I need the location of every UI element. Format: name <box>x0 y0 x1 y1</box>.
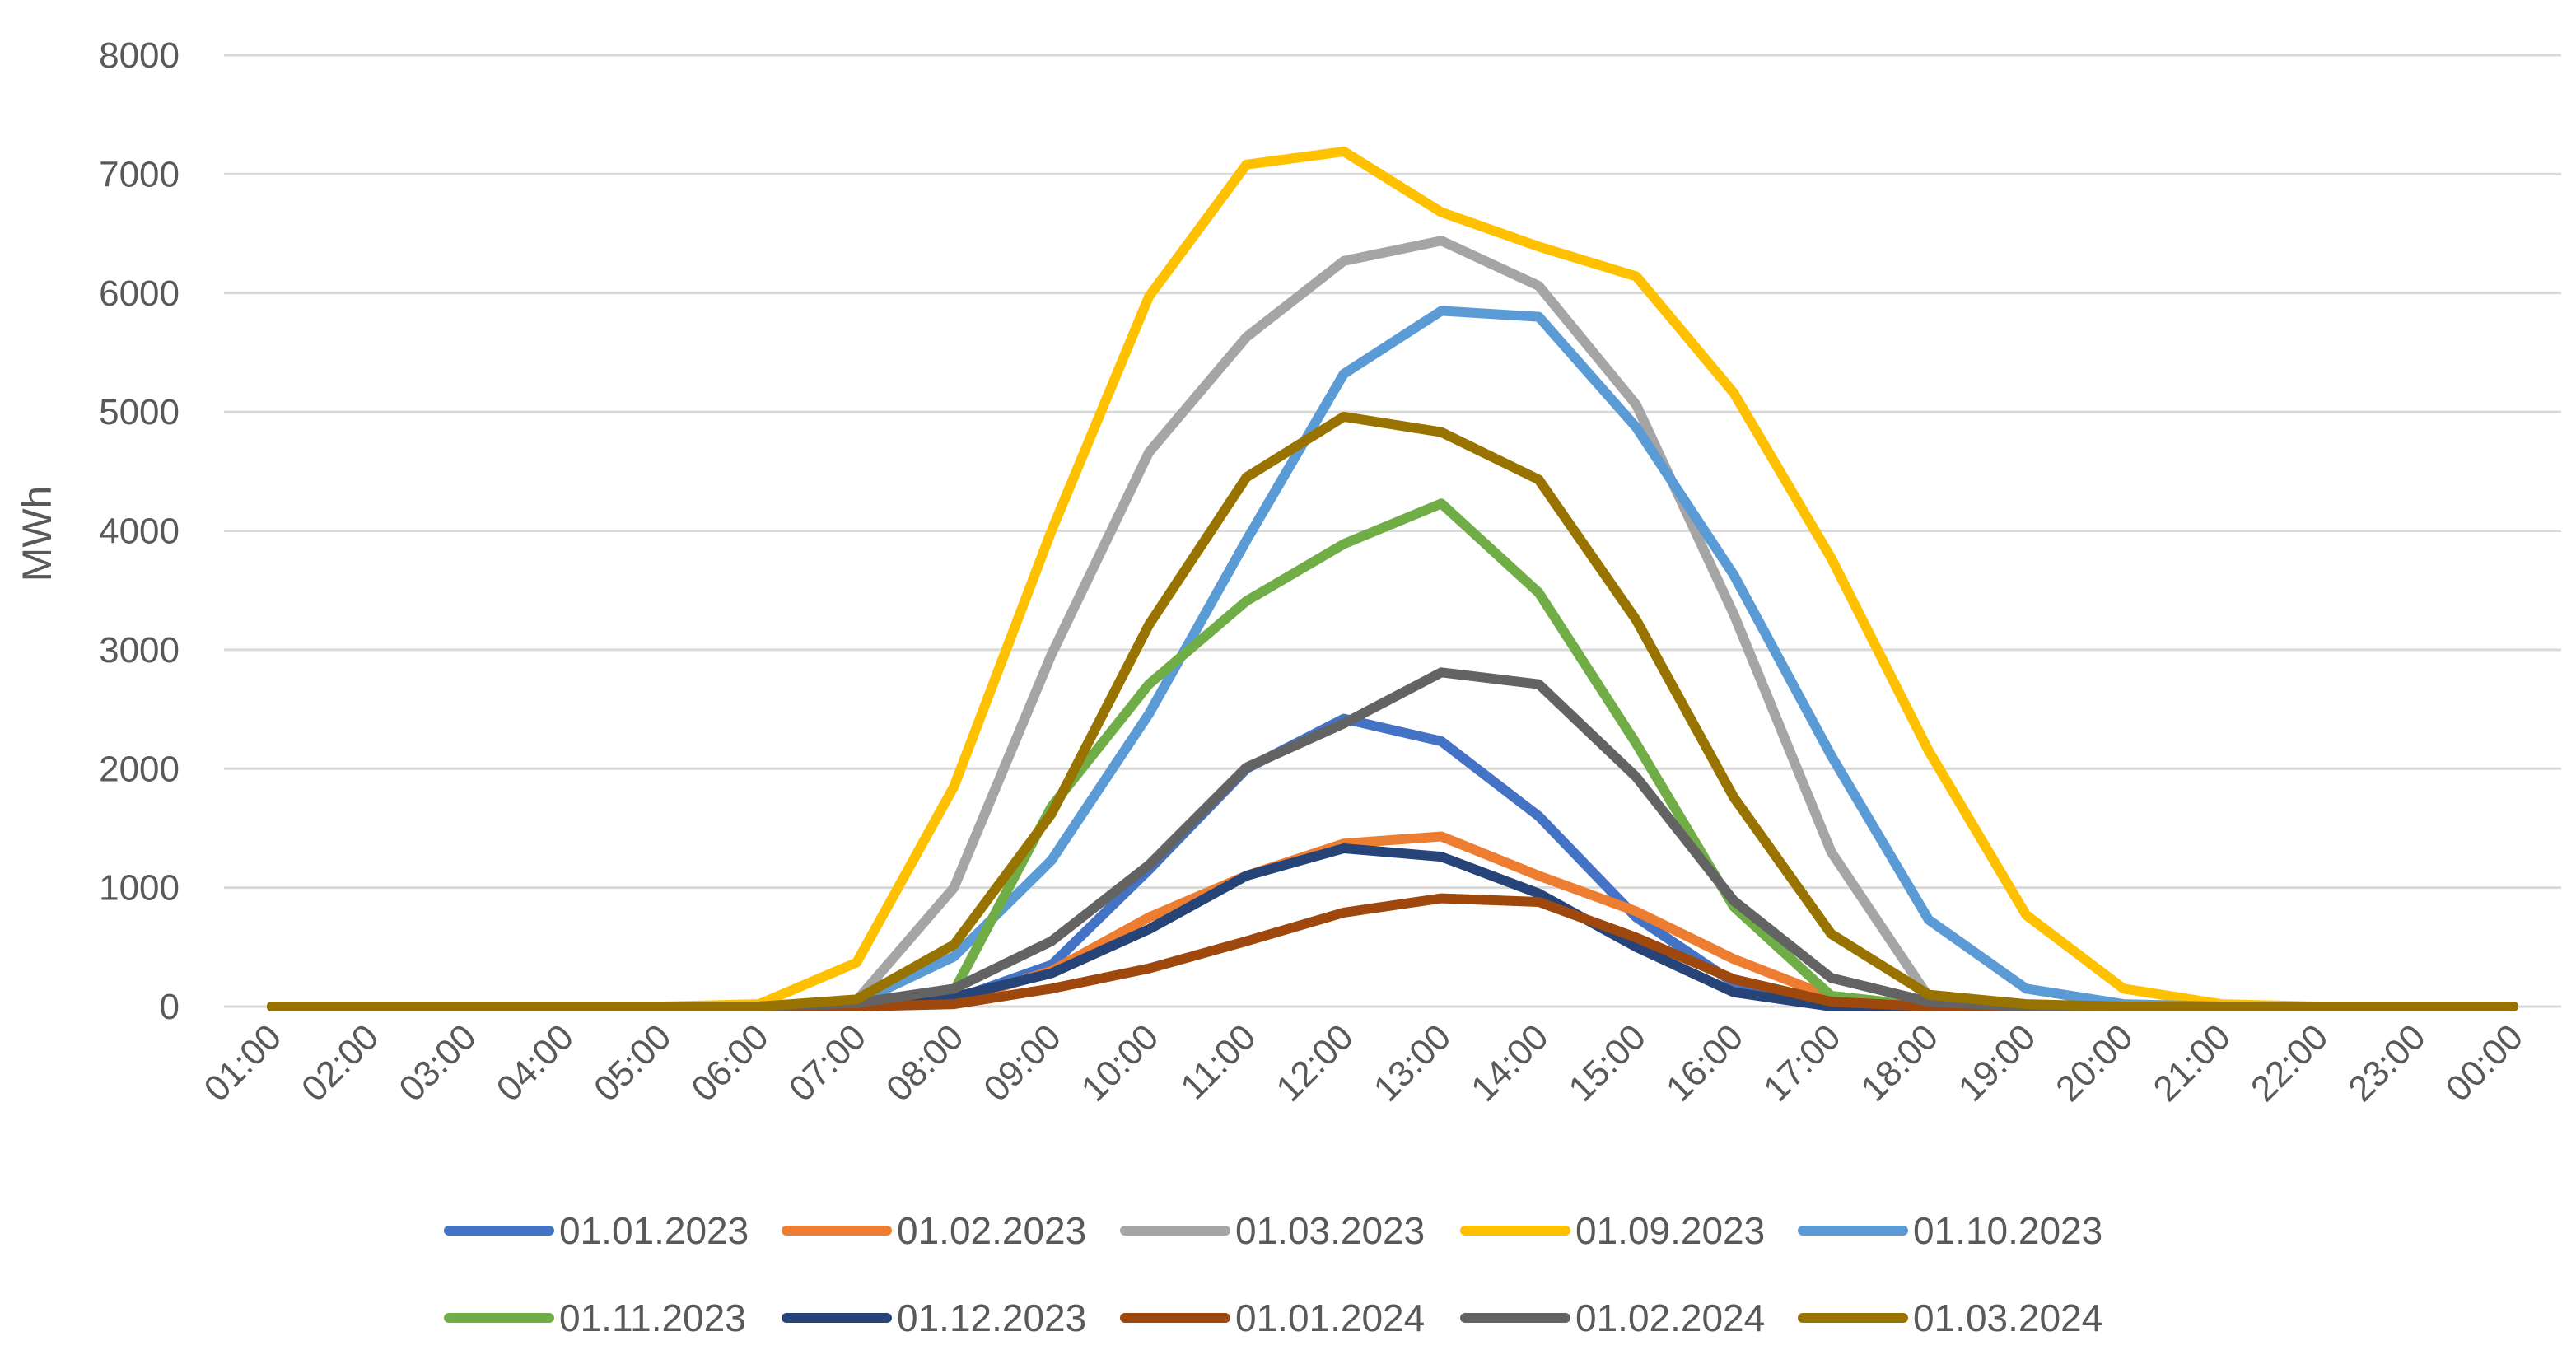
x-tick-label: 00:00 <box>2438 1016 2532 1109</box>
y-tick-label: 5000 <box>99 392 180 432</box>
legend-label: 01.10.2023 <box>1913 1209 2102 1252</box>
series-line-01.01.2024 <box>267 893 2518 1011</box>
legend-label: 01.01.2023 <box>559 1209 749 1252</box>
x-tick-label: 19:00 <box>1951 1016 2044 1109</box>
y-axis-ticks: 0 1000 2000 3000 4000 5000 6000 7000 8000 <box>99 35 180 1027</box>
x-tick-label: 16:00 <box>1659 1016 1752 1109</box>
legend: 01.01.2023 01.02.2023 01.03.2023 01.09.2023… <box>444 1209 2102 1339</box>
legend-label: 01.11.2023 <box>559 1296 746 1339</box>
x-tick-label: 11:00 <box>1173 1016 1263 1107</box>
y-axis-title: MWh <box>14 486 60 582</box>
series-line-01.12.2023 <box>267 843 2518 1011</box>
legend-label: 01.03.2024 <box>1913 1296 2102 1339</box>
x-tick-label: 07:00 <box>782 1016 875 1109</box>
legend-label: 01.02.2023 <box>897 1209 1086 1252</box>
series-line-01.11.2023 <box>267 498 2518 1011</box>
y-tick-label: 6000 <box>99 273 180 314</box>
legend-label: 01.01.2024 <box>1235 1296 1425 1339</box>
x-tick-label: 02:00 <box>294 1016 387 1109</box>
legend-label: 01.09.2023 <box>1575 1209 1765 1252</box>
x-tick-label: 13:00 <box>1366 1016 1459 1109</box>
x-tick-label: 03:00 <box>391 1016 484 1109</box>
x-tick-label: 05:00 <box>586 1016 679 1109</box>
x-tick-label: 06:00 <box>684 1016 777 1109</box>
y-tick-label: 3000 <box>99 630 180 670</box>
series-line-01.02.2023 <box>267 831 2518 1011</box>
x-axis-ticks: 01:00 02:00 03:00 04:00 05:00 06:00 07:00 08:00… <box>197 1016 2532 1109</box>
series-line-01.03.2024 <box>267 411 2518 1011</box>
x-tick-label: 17:00 <box>1756 1016 1849 1109</box>
y-tick-label: 8000 <box>99 35 180 76</box>
x-tick-label: 23:00 <box>2340 1016 2434 1109</box>
legend-label: 01.03.2023 <box>1235 1209 1425 1252</box>
x-tick-label: 14:00 <box>1463 1016 1556 1109</box>
x-tick-label: 01:00 <box>197 1016 290 1109</box>
x-tick-label: 21:00 <box>2146 1016 2239 1109</box>
x-tick-label: 20:00 <box>2048 1016 2141 1109</box>
x-tick-label: 12:00 <box>1268 1016 1361 1109</box>
x-tick-label: 18:00 <box>1853 1016 1946 1109</box>
series-line-01.09.2023 <box>267 146 2518 1011</box>
legend-label: 01.02.2024 <box>1575 1296 1765 1339</box>
x-tick-label: 15:00 <box>1561 1016 1654 1109</box>
series-line-01.01.2023 <box>267 713 2518 1011</box>
gridlines <box>224 54 2561 1008</box>
y-tick-label: 7000 <box>99 154 180 194</box>
y-tick-label: 2000 <box>99 749 180 789</box>
x-tick-label: 09:00 <box>976 1016 1069 1109</box>
x-tick-label: 04:00 <box>489 1016 582 1109</box>
y-tick-label: 4000 <box>99 512 180 552</box>
y-tick-label: 0 <box>160 987 180 1027</box>
legend-label: 01.12.2023 <box>897 1296 1086 1339</box>
x-tick-label: 08:00 <box>879 1016 972 1109</box>
series-lines <box>267 146 2518 1011</box>
x-tick-label: 22:00 <box>2243 1016 2336 1109</box>
series-line-01.03.2023 <box>267 236 2518 1011</box>
y-tick-label: 1000 <box>99 868 180 909</box>
x-tick-label: 10:00 <box>1074 1016 1167 1109</box>
